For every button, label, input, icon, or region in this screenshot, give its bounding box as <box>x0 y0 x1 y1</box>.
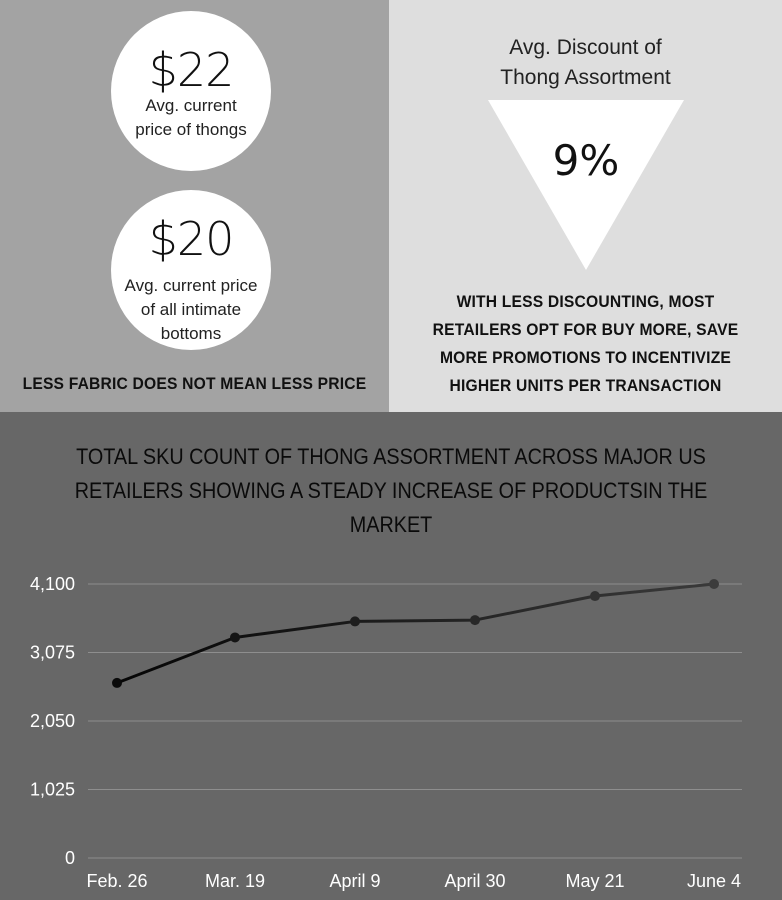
price-caption: LESS FABRIC DOES NOT MEAN LESS PRICE <box>22 374 367 393</box>
avg-bottoms-price-circle: $20 Avg. current price of all intimate b… <box>111 190 271 350</box>
discount-triangle <box>488 100 684 270</box>
data-point <box>350 616 360 627</box>
discount-title: Avg. Discount of Thong Assortment <box>389 33 782 93</box>
data-point <box>709 579 719 589</box>
chart-title-line-1: TOTAL SKU COUNT OF THONG ASSORTMENT ACRO… <box>76 444 706 469</box>
chart-title-line-2: RETAILERS SHOWING A STEADY INCREASE OF P… <box>74 478 708 537</box>
chart-title: TOTAL SKU COUNT OF THONG ASSORTMENT ACRO… <box>39 440 743 542</box>
avg-thong-price-circle: $22 Avg. current price of thongs <box>111 11 271 171</box>
x-tick-label: April 9 <box>329 871 380 891</box>
y-tick-label: 2,050 <box>30 711 75 731</box>
x-tick-label: May 21 <box>565 871 624 891</box>
x-tick-label: Feb. 26 <box>86 871 147 891</box>
avg-thong-price-value: $22 <box>148 43 235 97</box>
y-tick-label: 1,025 <box>30 780 75 800</box>
discount-caption-line: RETAILERS OPT FOR BUY MORE, SAVE <box>432 320 739 339</box>
discount-caption-line: MORE PROMOTIONS TO INCENTIVIZE <box>439 348 732 367</box>
avg-bottoms-price-value: $20 <box>148 212 235 266</box>
discount-title-line-1: Avg. Discount of <box>509 36 662 59</box>
avg-thong-price-label-2: price of thongs <box>135 120 247 139</box>
x-tick-label: Mar. 19 <box>205 871 265 891</box>
discount-caption-line: WITH LESS DISCOUNTING, MOST <box>456 292 715 311</box>
data-point <box>470 615 480 626</box>
data-point <box>112 677 122 688</box>
avg-bottoms-price-label-1: Avg. current price <box>124 276 258 295</box>
y-tick-label: 4,100 <box>30 574 75 594</box>
series-line <box>116 582 715 685</box>
y-tick-label: 0 <box>65 848 75 868</box>
data-point <box>230 632 240 643</box>
chart-panel <box>0 412 782 900</box>
avg-bottoms-price-label-2: of all intimate <box>140 300 242 319</box>
discount-caption: WITH LESS DISCOUNTING, MOST RETAILERS OP… <box>405 288 767 400</box>
discount-value: 9% <box>552 136 620 185</box>
discount-caption-line: HIGHER UNITS PER TRANSACTION <box>449 376 722 395</box>
y-tick-label: 3,075 <box>30 643 75 663</box>
avg-thong-price-label-1: Avg. current <box>145 96 237 115</box>
data-point <box>590 591 600 602</box>
discount-title-line-2: Thong Assortment <box>500 66 671 89</box>
avg-bottoms-price-label-3: bottoms <box>160 324 222 343</box>
x-tick-label: April 30 <box>444 871 505 891</box>
x-tick-label: June 4 <box>687 871 741 891</box>
